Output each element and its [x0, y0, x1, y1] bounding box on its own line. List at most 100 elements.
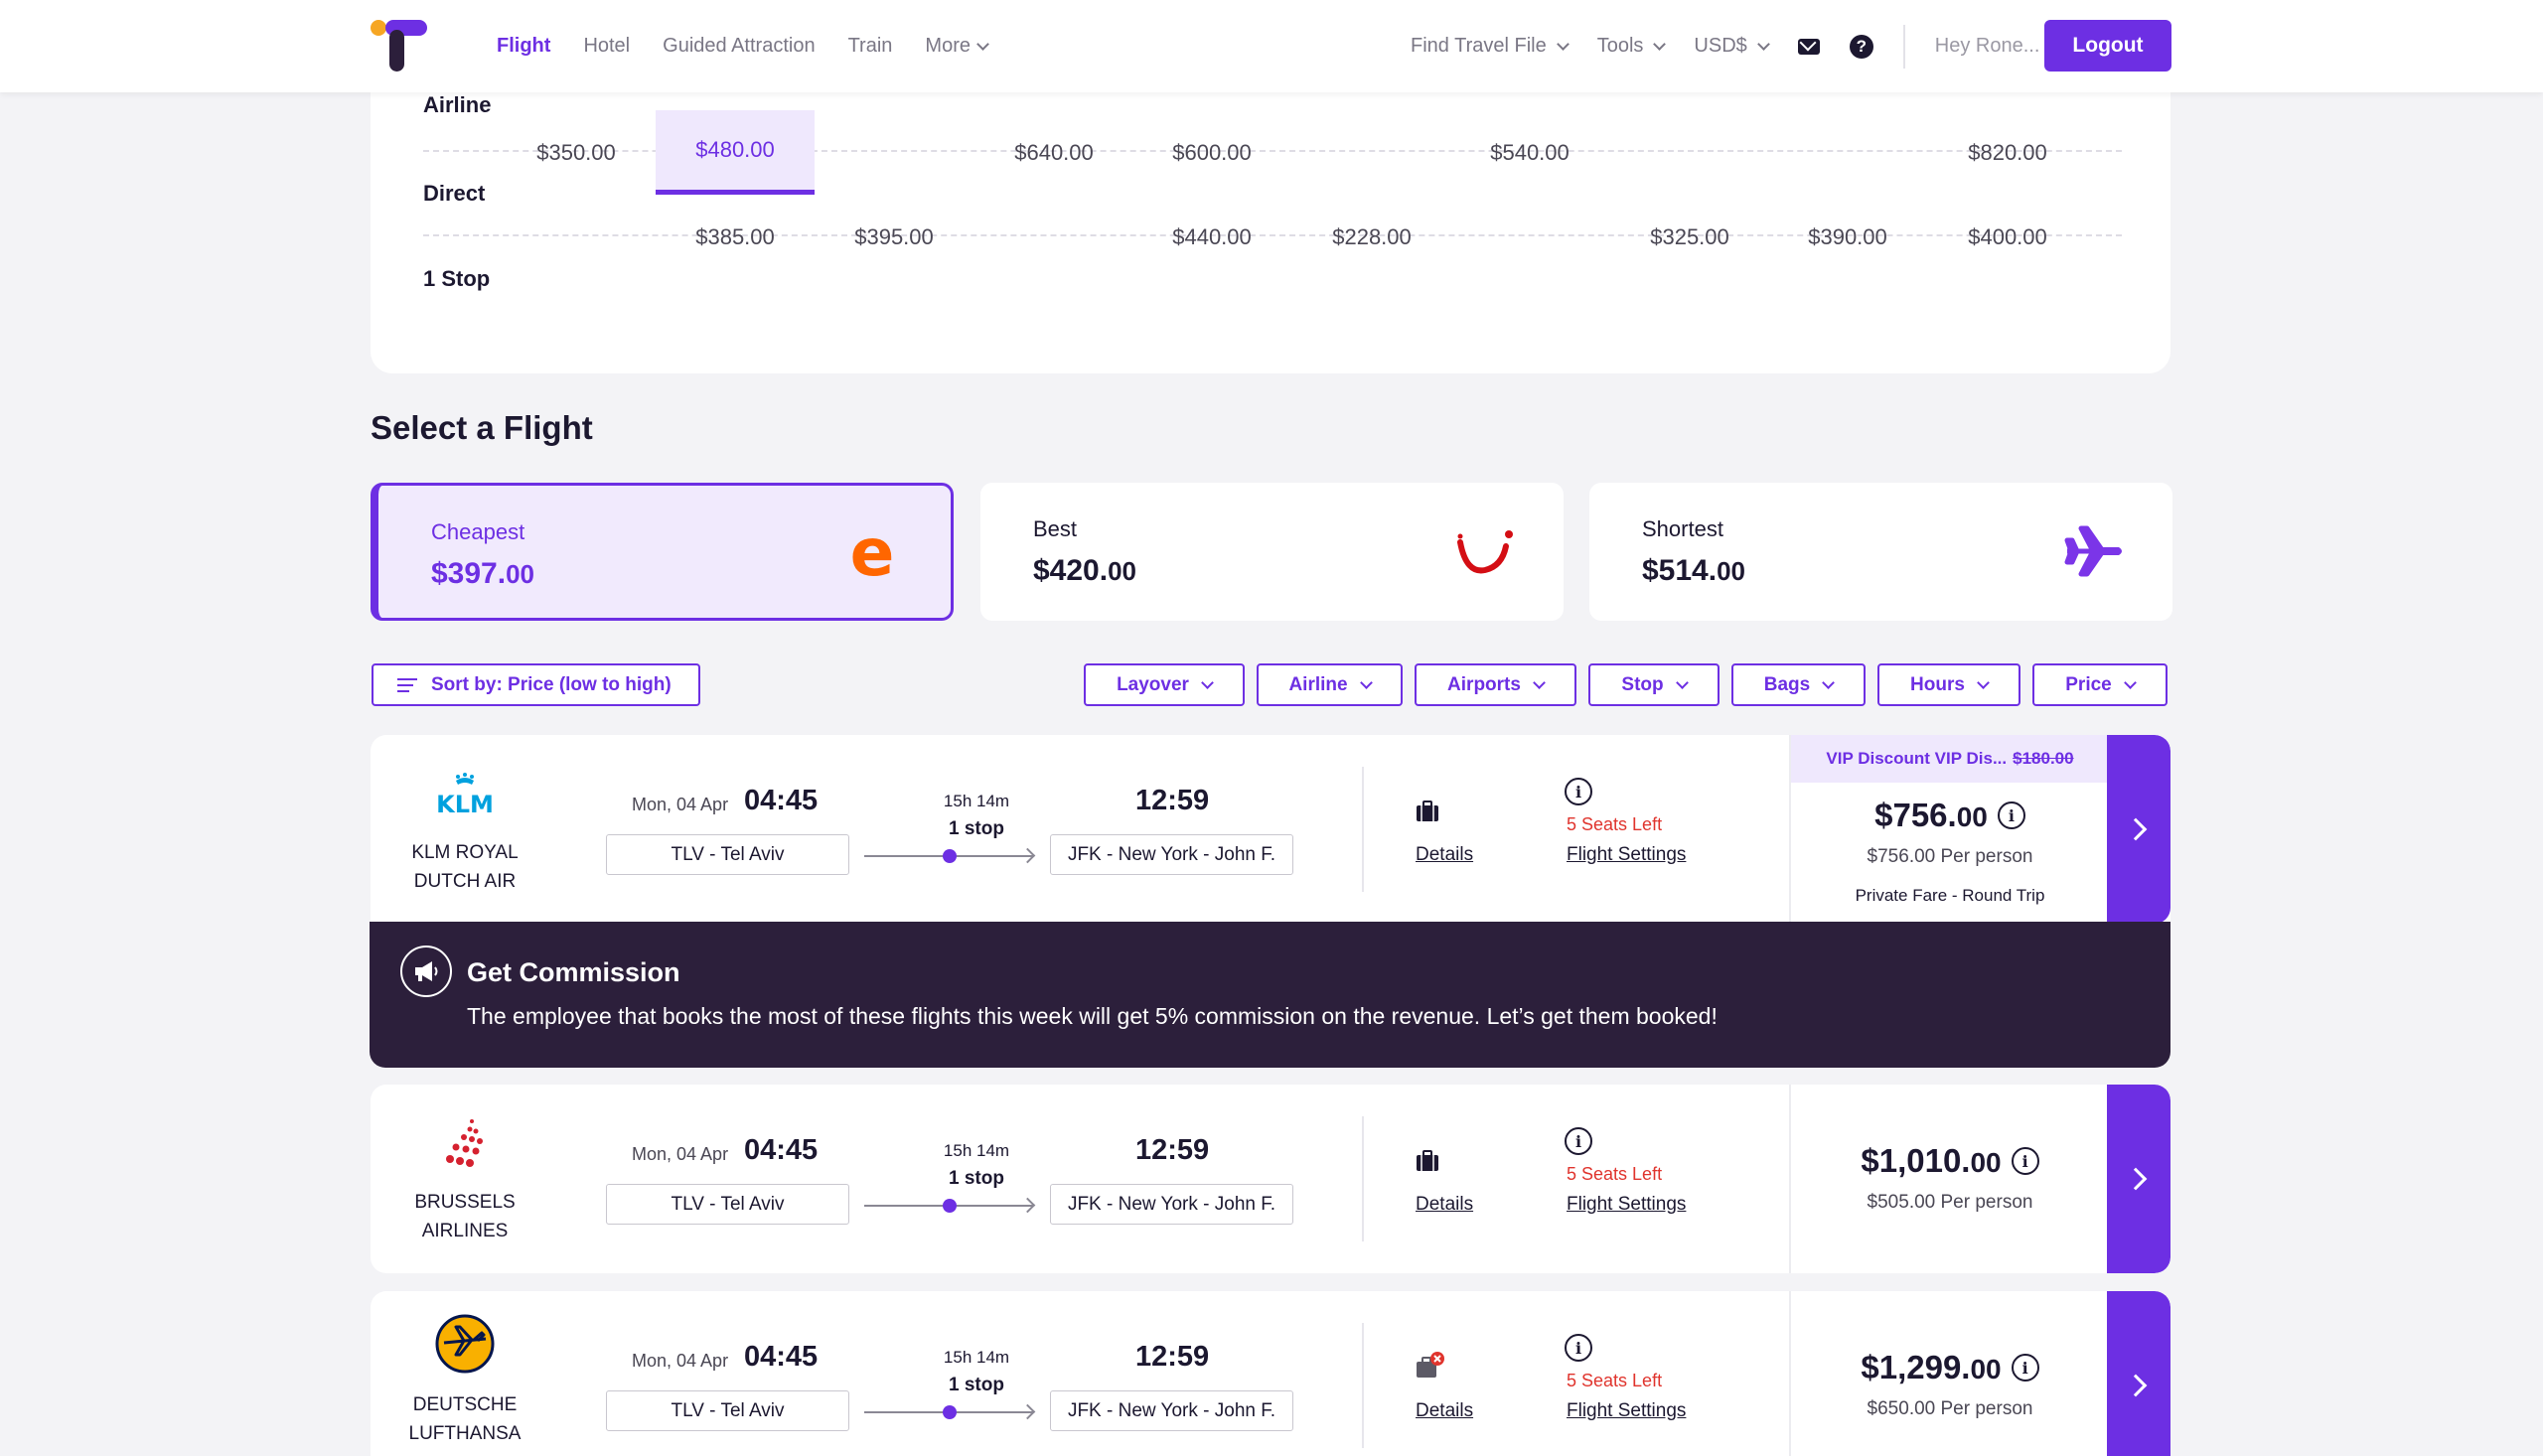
- matrix-price-cell: [974, 195, 1133, 279]
- matrix-price-cell[interactable]: $395.00: [854, 223, 934, 249]
- info-icon[interactable]: i: [1565, 778, 1592, 805]
- chevron-right-icon: [2124, 817, 2148, 841]
- info-icon[interactable]: i: [2011, 1354, 2039, 1382]
- filter-airports[interactable]: Airports: [1415, 663, 1576, 706]
- info-icon[interactable]: i: [1565, 1127, 1592, 1155]
- matrix-price-cell[interactable]: $390.00: [1808, 223, 1887, 249]
- matrix-price-cell[interactable]: $228.00: [1332, 223, 1412, 249]
- origin-airport: TLV - Tel Aviv: [606, 1390, 849, 1431]
- matrix-price-cell: [815, 110, 973, 195]
- destination-airport: JFK - New York - John F.: [1050, 1184, 1293, 1225]
- matrix-price-cell[interactable]: $350.00: [536, 139, 616, 165]
- commission-text: The employee that books the most of thes…: [467, 1003, 1718, 1029]
- chevron-down-icon: [2123, 675, 2137, 689]
- logout-button[interactable]: Logout: [2044, 20, 2171, 72]
- chevron-down-icon: [1653, 37, 1667, 51]
- destination-airport: JFK - New York - John F.: [1050, 1390, 1293, 1431]
- matrix-row-label: Direct: [423, 180, 486, 206]
- matrix-price-cell[interactable]: $600.00: [1172, 139, 1252, 165]
- filter-airline[interactable]: Airline: [1257, 663, 1403, 706]
- matrix-price-cell[interactable]: $385.00: [695, 223, 775, 249]
- tools-dropdown[interactable]: Tools: [1597, 35, 1667, 58]
- sort-button[interactable]: Sort by: Price (low to high): [372, 663, 700, 706]
- departure-date: Mon, 04 Apr: [632, 1351, 729, 1371]
- nav-more-label: More: [925, 35, 971, 57]
- matrix-price-cell: [1450, 195, 1609, 279]
- matrix-price-cell[interactable]: $400.00: [1968, 223, 2047, 249]
- sort-label: Sort by: Price (low to high): [431, 673, 672, 695]
- price-cents: 00: [1956, 801, 1988, 832]
- chevron-down-icon: [1756, 37, 1770, 51]
- plane-icon: [2064, 525, 2122, 577]
- matrix-price-cell[interactable]: $325.00: [1650, 223, 1729, 249]
- filter-price[interactable]: Price: [2032, 663, 2168, 706]
- card-divider: [1362, 1116, 1364, 1241]
- filter-hours[interactable]: Hours: [1877, 663, 2020, 706]
- pick-price: $514.00: [1642, 554, 1745, 588]
- departure-time: 04:45: [744, 1341, 819, 1373]
- total-price: $1,299.00 i: [1791, 1349, 2109, 1386]
- info-icon[interactable]: i: [1997, 801, 2025, 829]
- total-price: $1,010.00 i: [1791, 1142, 2109, 1180]
- find-travel-file-dropdown[interactable]: Find Travel File: [1411, 35, 1570, 58]
- airline-name-line2: AIRLINES: [421, 1221, 509, 1241]
- filter-label: Airports: [1447, 673, 1521, 695]
- price-value: $1,010.00: [1861, 1142, 2001, 1180]
- matrix-price-cell[interactable]: $820.00: [1968, 139, 2047, 165]
- svg-text:KLM: KLM: [436, 791, 494, 818]
- flight-stops: 1 stop: [949, 1375, 1004, 1395]
- price-main-value: $1,299.: [1861, 1349, 1971, 1385]
- select-flight-button[interactable]: [2107, 1085, 2170, 1273]
- filter-label: Layover: [1117, 673, 1189, 695]
- matrix-price-cell: [497, 195, 656, 279]
- airline-name-line2: LUFTHANSA: [408, 1423, 522, 1444]
- lufthansa-logo: [430, 1314, 500, 1374]
- matrix-price-cell[interactable]: $540.00: [1490, 139, 1570, 165]
- flight-settings-link[interactable]: Flight Settings: [1567, 844, 1687, 865]
- klm-logo: KLM: [430, 771, 500, 820]
- header-tools: Find Travel File Tools USD$ ? Hey Rone..…: [1411, 0, 2039, 92]
- select-flight-button[interactable]: [2107, 735, 2170, 924]
- brussels-airlines-logo: [430, 1119, 500, 1170]
- stop-dot: [943, 849, 957, 863]
- flight-settings-link[interactable]: Flight Settings: [1567, 1400, 1687, 1421]
- filter-stop[interactable]: Stop: [1588, 663, 1720, 706]
- price-zone: $1,299.00 i $650.00 Per person: [1789, 1291, 2107, 1456]
- seats-left: 5 Seats Left: [1567, 1164, 1663, 1184]
- flight-card: BRUSSELS AIRLINES Mon, 04 Apr 04:45 15h 1…: [371, 1085, 2170, 1273]
- select-flight-button[interactable]: [2107, 1291, 2170, 1456]
- vip-discount-badge: VIP Discount VIP Dis... $180.00: [1791, 735, 2109, 783]
- nav-hotel[interactable]: Hotel: [583, 35, 630, 58]
- nav-guided-attraction[interactable]: Guided Attraction: [663, 35, 815, 58]
- details-link[interactable]: Details: [1416, 1400, 1474, 1421]
- filter-label: Bags: [1763, 673, 1811, 695]
- details-link[interactable]: Details: [1416, 844, 1474, 865]
- pick-cheapest[interactable]: Cheapest $397.00 e: [371, 483, 954, 621]
- nav-flight[interactable]: Flight: [497, 35, 550, 58]
- filter-label: Hours: [1910, 673, 1965, 695]
- brand-logo[interactable]: [370, 18, 429, 73]
- flight-settings-link[interactable]: Flight Settings: [1567, 1194, 1687, 1215]
- pick-best[interactable]: Best $420.00: [980, 483, 1564, 621]
- origin-airport: TLV - Tel Aviv: [606, 834, 849, 875]
- nav-guided-attraction-label: Guided Attraction: [663, 35, 816, 57]
- info-icon[interactable]: i: [2011, 1147, 2039, 1175]
- help-icon[interactable]: ?: [1849, 34, 1873, 59]
- nav-more-dropdown[interactable]: More: [925, 35, 989, 58]
- matrix-price-cell[interactable]: $640.00: [1014, 139, 1094, 165]
- seats-left: 5 Seats Left: [1567, 1371, 1663, 1390]
- pick-shortest[interactable]: Shortest $514.00: [1589, 483, 2172, 621]
- matrix-airline-label: Airline: [423, 91, 492, 117]
- matrix-price-cell: [1768, 110, 1927, 195]
- filter-bags[interactable]: Bags: [1731, 663, 1866, 706]
- mail-icon[interactable]: [1797, 38, 1820, 55]
- matrix-price-cell[interactable]: $440.00: [1172, 223, 1252, 249]
- info-icon[interactable]: i: [1565, 1334, 1592, 1362]
- pick-label: Best: [1033, 516, 1078, 541]
- origin-airport: TLV - Tel Aviv: [606, 1184, 849, 1225]
- matrix-price-cell[interactable]: $480.00: [656, 110, 815, 195]
- currency-dropdown[interactable]: USD$: [1694, 35, 1770, 58]
- filter-layover[interactable]: Layover: [1084, 663, 1245, 706]
- details-link[interactable]: Details: [1416, 1194, 1474, 1215]
- nav-train[interactable]: Train: [848, 35, 893, 58]
